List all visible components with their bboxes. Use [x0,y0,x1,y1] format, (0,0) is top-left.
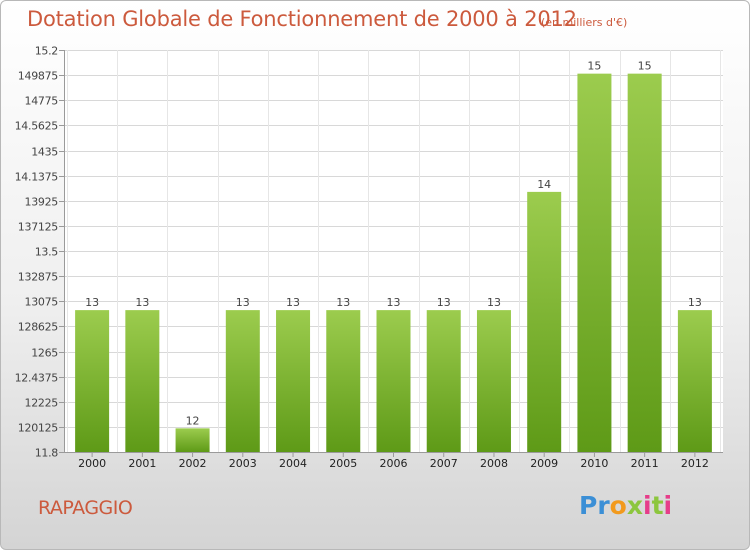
y-tick-label: 1435 [31,146,58,159]
x-tick-label: 2009 [530,457,558,470]
y-tick-label: 13075 [25,296,59,309]
logo-letter: o [609,491,627,520]
logo-letter: P [579,491,598,520]
proxiti-logo: Proxiti [579,491,672,520]
data-label: 13 [437,296,451,309]
bar [125,310,160,452]
bar [677,310,712,452]
x-tick-label: 2008 [480,457,508,470]
x-tick-label: 2005 [329,457,357,470]
x-tick-label: 2007 [430,457,458,470]
bar [426,310,461,452]
y-tick-label: 128625 [18,321,58,334]
chart-title: Dotation Globale de Fonctionnement de 20… [27,7,577,31]
y-tick-label: 13925 [25,196,59,209]
data-label: 15 [638,60,652,73]
bar [75,310,110,452]
y-tick-label: 1265 [31,347,58,360]
data-label: 12 [186,414,200,427]
x-tick-label: 2002 [179,457,207,470]
y-tick-label: 120125 [18,422,58,435]
bar [225,310,260,452]
x-tick-label: 2006 [380,457,408,470]
x-tick-label: 2011 [631,457,659,470]
data-label: 15 [587,60,601,73]
logo-letter: i [663,491,673,520]
bar [175,428,210,452]
bar [627,73,662,452]
data-label: 14 [537,178,551,191]
data-label: 13 [135,296,149,309]
x-tick-label: 2001 [128,457,156,470]
y-tick-label: 12.4375 [15,372,59,385]
y-tick-label: 15.2 [35,45,58,58]
data-label: 13 [387,296,401,309]
data-label: 13 [336,296,350,309]
y-tick-label: 149875 [18,70,58,83]
x-tick-label: 2010 [580,457,608,470]
chart-subtitle: (en milliers d'€) [541,16,628,29]
logo-letter: x [626,491,643,520]
data-label: 13 [688,296,702,309]
data-label: 13 [487,296,501,309]
data-label: 13 [85,296,99,309]
logo-letter: r [597,491,610,520]
bar [376,310,411,452]
x-tick-label: 2012 [681,457,709,470]
x-tick-label: 2004 [279,457,307,470]
y-tick-label: 137125 [18,221,58,234]
data-label: 13 [236,296,250,309]
x-tick-label: 2000 [78,457,106,470]
bar [527,191,562,452]
bar [476,310,511,452]
bar [577,73,612,452]
y-tick-label: 14775 [25,95,59,108]
y-tick-label: 14.5625 [15,120,59,133]
y-tick-label: 11.8 [35,447,59,460]
y-tick-label: 13.5 [35,246,59,259]
logo-letter: t [651,491,664,520]
x-tick-label: 2003 [229,457,257,470]
commune-name: RAPAGGIO [38,497,133,519]
bar [326,310,361,452]
y-tick-label: 132875 [18,271,58,284]
y-tick-label: 12225 [25,397,59,410]
logo-letter: i [643,491,652,520]
bar [276,310,311,452]
data-label: 13 [286,296,300,309]
y-tick-label: 14.1375 [15,171,59,184]
